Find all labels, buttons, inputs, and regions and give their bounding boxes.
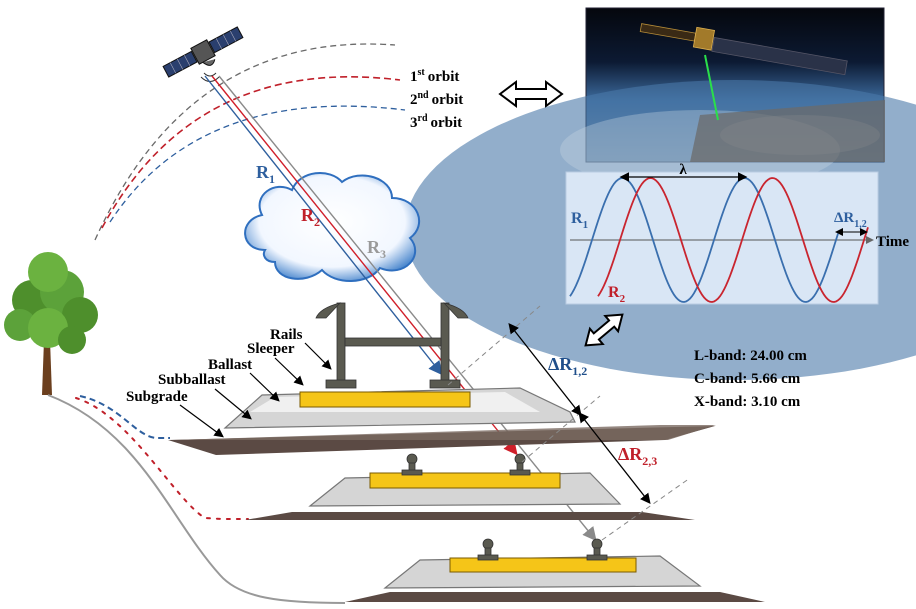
delta-arrow-23 <box>578 411 651 505</box>
slope-blue <box>79 395 170 439</box>
double-arrow-icon <box>498 80 564 108</box>
track-label-sleeper: Sleeper <box>247 341 295 357</box>
orbit-label-3rd: 3rd orbit <box>410 113 462 131</box>
track-section-3 <box>345 538 765 602</box>
range-label-r2: R2 <box>301 205 320 229</box>
track-label-subballast: Subballast <box>158 372 226 388</box>
arrow-rails <box>304 342 332 370</box>
orbit-label-2nd: 2nd orbit <box>410 90 463 108</box>
wave-label-r1: R1 <box>571 210 588 231</box>
perp-dash-3 <box>601 477 691 541</box>
range-label-r3: R3 <box>367 237 386 261</box>
perp-dash-1 <box>447 305 541 386</box>
orbit-label-1st: 1st orbit <box>410 67 459 85</box>
orbit-2nd <box>101 76 401 229</box>
track-label-rails: Rails <box>270 327 303 343</box>
wave-label-r2: R2 <box>608 284 626 305</box>
arrow-subballast <box>214 388 252 420</box>
band-c: C-band: 5.66 cm <box>694 371 801 387</box>
wave-panel: λ R1 R2 ΔR1,2 Time <box>565 162 909 305</box>
orbit-3rd <box>109 105 406 223</box>
slope-red <box>75 397 249 520</box>
ray-r1 <box>204 75 443 376</box>
track-section-1 <box>168 302 716 455</box>
cloud-icon <box>244 171 421 282</box>
satellite-icon <box>162 26 244 78</box>
track-section-2 <box>245 453 695 520</box>
orbit-arcs <box>94 43 406 241</box>
track-label-ballast: Ballast <box>208 357 252 373</box>
diagonal-double-arrow-icon <box>584 313 624 347</box>
slope-ground <box>47 394 346 604</box>
arrow-ballast <box>249 372 280 402</box>
wavelength-label: λ <box>679 162 687 178</box>
band-l: L-band: 24.00 cm <box>694 348 807 364</box>
arrow-sleeper <box>274 357 304 386</box>
range-label-r1: R1 <box>256 162 275 186</box>
tree-icon <box>4 252 98 395</box>
delta-label-12: ΔR1,2 <box>548 354 587 378</box>
wave-r1 <box>569 177 839 303</box>
wave-delta-label: ΔR1,2 <box>834 210 867 230</box>
track-label-subgrade: Subgrade <box>126 389 188 405</box>
perp-dash-2 <box>521 395 601 463</box>
wave-time-label: Time <box>876 234 909 250</box>
ray-r3 <box>218 75 597 542</box>
band-x: X-band: 3.10 cm <box>694 394 801 410</box>
wave-r2 <box>597 177 869 303</box>
orbit-1st <box>94 43 396 241</box>
delta-arrow-12 <box>508 322 582 417</box>
delta-label-23: ΔR2,3 <box>618 444 657 468</box>
arrow-subgrade <box>179 404 224 438</box>
